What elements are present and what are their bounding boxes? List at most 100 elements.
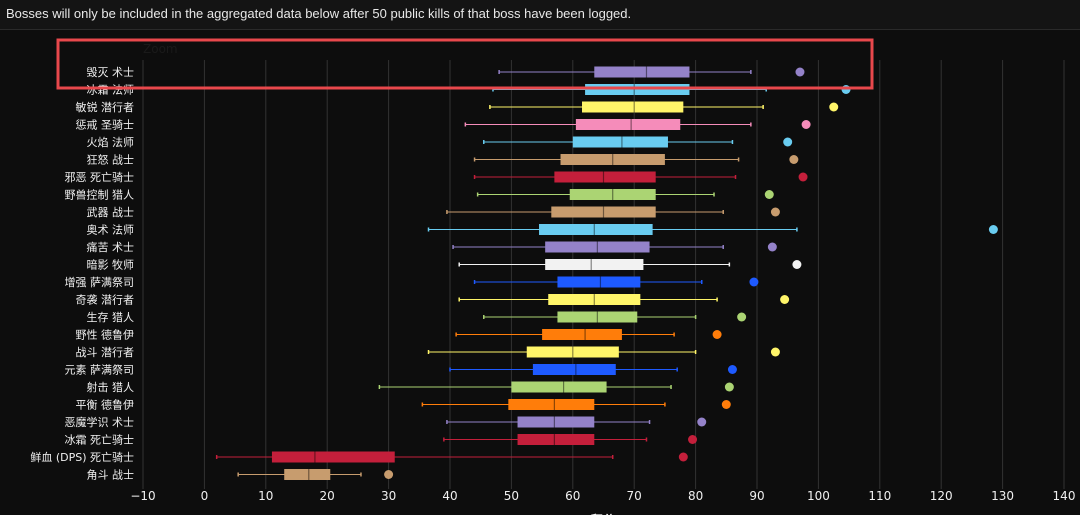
x-axis-ticks: −10 0 10 20 30 40 50 60 70 80 90 100 110 120 130 140 — [130, 489, 1075, 503]
box-row[interactable] — [476, 189, 774, 200]
outlier-point — [712, 330, 722, 339]
x-tick-label: 40 — [442, 489, 457, 503]
x-tick-label: 20 — [320, 489, 335, 503]
category-label: 角斗 战士 — [87, 469, 135, 482]
highlight-box — [56, 38, 874, 90]
x-tick-label: 50 — [504, 489, 519, 503]
category-label: 火焰 法师 — [87, 135, 135, 149]
x-tick-label: −10 — [130, 489, 155, 503]
box-row[interactable] — [427, 224, 998, 235]
outlier-point — [749, 277, 759, 287]
outlier-point — [770, 347, 780, 357]
category-label: 邪恶 死亡骑士 — [65, 170, 135, 184]
box-row[interactable] — [452, 241, 777, 253]
category-label: 平衡 德鲁伊 — [76, 398, 135, 412]
iqr-box — [554, 171, 656, 183]
box-row[interactable] — [458, 259, 802, 270]
x-tick-label: 110 — [868, 489, 891, 503]
iqr-box — [569, 189, 656, 200]
category-label: 奇袭 潜行者 — [76, 293, 135, 307]
box-row[interactable] — [473, 154, 799, 165]
iqr-box — [594, 66, 690, 78]
iqr-box — [284, 469, 331, 480]
box-row[interactable] — [446, 416, 707, 428]
x-tick-label: 10 — [258, 489, 273, 503]
box-row[interactable] — [464, 119, 811, 130]
category-label: 冰霜 死亡骑士 — [65, 433, 135, 447]
iqr-box — [551, 206, 656, 218]
outlier-point — [988, 225, 998, 234]
x-tick-label: 100 — [807, 489, 830, 503]
x-tick-label: 140 — [1053, 489, 1076, 503]
box-row[interactable] — [421, 399, 731, 410]
x-tick-label: 70 — [627, 489, 642, 503]
category-label: 狂怒 战士 — [87, 153, 135, 167]
category-label: 增强 萨满祭司 — [65, 275, 135, 289]
box-row[interactable] — [473, 276, 759, 288]
iqr-box — [557, 311, 638, 323]
box-row[interactable] — [489, 101, 839, 113]
outlier-point — [697, 417, 707, 427]
x-tick-label: 80 — [688, 489, 703, 503]
outlier-point — [721, 400, 731, 409]
notice-banner: Bosses will only be included in the aggr… — [0, 0, 1080, 30]
iqr-box — [517, 434, 595, 445]
category-label: 野性 德鲁伊 — [76, 328, 135, 342]
category-label: 恶魔学识 术士 — [65, 415, 135, 429]
x-tick-label: 60 — [565, 489, 580, 503]
series-boxes — [215, 66, 998, 480]
box-row[interactable] — [483, 136, 793, 148]
box-row[interactable] — [378, 381, 734, 393]
outlier-point — [789, 155, 799, 164]
outlier-point — [764, 190, 774, 199]
outlier-point — [829, 102, 839, 112]
iqr-box — [557, 276, 641, 288]
outlier-point — [770, 207, 780, 217]
box-row[interactable] — [483, 311, 747, 323]
iqr-box — [271, 451, 395, 463]
category-label: 奥术 法师 — [87, 223, 135, 237]
box-row[interactable] — [458, 294, 790, 305]
iqr-box — [511, 381, 607, 393]
x-tick-label: 30 — [381, 489, 396, 503]
outlier-point — [678, 452, 688, 462]
category-label: 战斗 潜行者 — [76, 345, 135, 359]
category-label: 毁灭 术士 — [87, 65, 135, 79]
x-tick-label: 0 — [201, 489, 209, 503]
category-label: 元素 萨满祭司 — [65, 364, 135, 377]
iqr-box — [545, 241, 650, 253]
outlier-point — [727, 365, 737, 374]
iqr-box — [582, 101, 684, 113]
box-row[interactable] — [473, 171, 808, 183]
outlier-point — [798, 172, 808, 182]
category-label: 暗影 牧师 — [87, 258, 135, 272]
notice-text: Bosses will only be included in the aggr… — [6, 6, 632, 21]
category-label: 生存 猎人 — [87, 310, 135, 324]
outlier-point — [801, 120, 811, 129]
box-row[interactable] — [455, 329, 722, 340]
iqr-box — [532, 364, 616, 375]
iqr-box — [548, 294, 641, 305]
iqr-box — [560, 154, 665, 165]
iqr-box — [545, 259, 644, 270]
outlier-point — [688, 435, 698, 444]
box-row[interactable] — [446, 206, 780, 218]
outlier-point — [724, 382, 734, 392]
zoom-label[interactable]: Zoom — [143, 42, 178, 56]
x-tick-label: 130 — [991, 489, 1014, 503]
box-row[interactable] — [237, 469, 394, 480]
box-row[interactable] — [498, 66, 805, 78]
box-row[interactable] — [443, 434, 698, 445]
iqr-box — [575, 119, 681, 130]
outlier-point — [737, 312, 747, 322]
iqr-box — [517, 416, 595, 428]
box-row[interactable] — [449, 364, 737, 375]
box-row[interactable] — [427, 346, 780, 358]
category-label: 惩戒 圣骑士 — [76, 119, 135, 132]
box-row[interactable] — [215, 451, 688, 463]
category-label: 鲜血 (DPS) 死亡骑士 — [30, 450, 134, 464]
category-label: 敏锐 潜行者 — [76, 100, 135, 114]
category-label: 痛苦 术士 — [87, 240, 135, 254]
